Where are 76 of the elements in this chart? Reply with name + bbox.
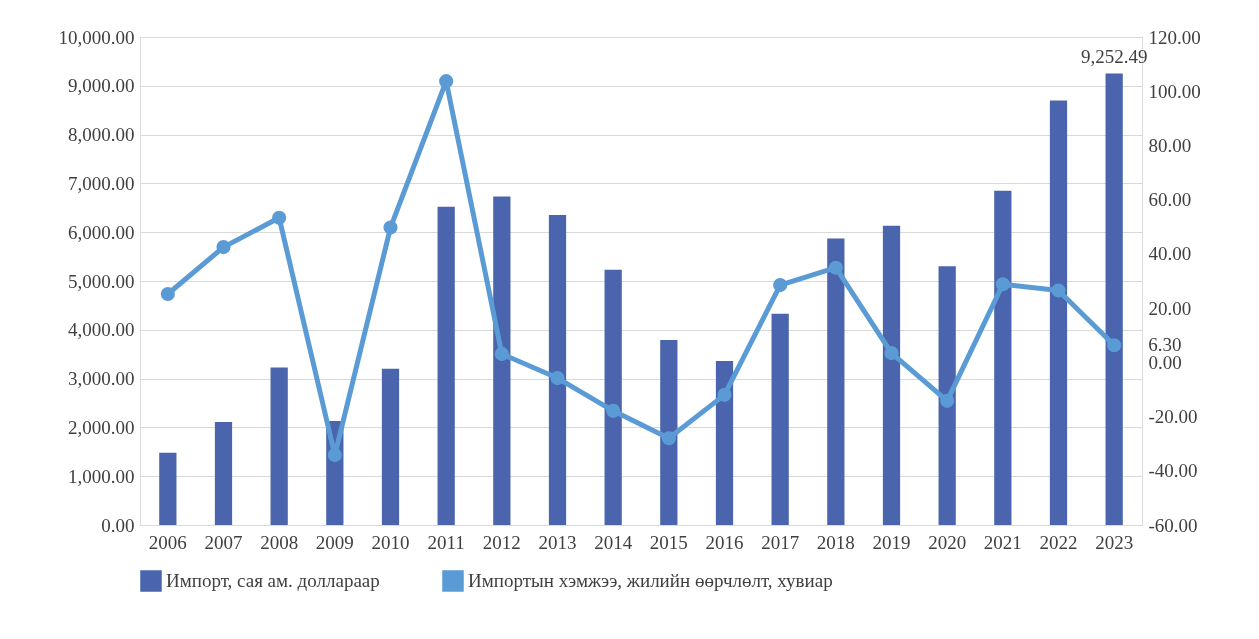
point [160, 286, 175, 302]
bar [771, 313, 789, 525]
legend-label: Импорт, сая ам. доллараар [166, 570, 380, 591]
point [661, 431, 676, 446]
point [1051, 283, 1066, 298]
bar [882, 225, 901, 525]
x-tick-label: 2006 [148, 531, 187, 553]
y-tick-label: 8,000.00 [68, 124, 135, 146]
bar [827, 238, 845, 525]
bar [214, 422, 233, 525]
point [494, 346, 509, 361]
y2-tick-label: -40.00 [1148, 460, 1198, 482]
bar [938, 266, 956, 525]
point [884, 346, 899, 361]
y-tick-label: 3,000.00 [68, 368, 135, 390]
x-tick-label: 2016 [705, 531, 744, 553]
data-label: 9,252.49 [1080, 46, 1148, 68]
bar [270, 367, 288, 525]
bar [437, 206, 455, 525]
bar [994, 190, 1012, 525]
x-tick-label: 2010 [371, 531, 410, 553]
bar [159, 452, 177, 525]
bar [660, 340, 678, 525]
point [940, 393, 955, 408]
point [717, 387, 732, 402]
y2-tick-label: 20.00 [1148, 297, 1192, 319]
x-tick-label: 2013 [538, 531, 577, 553]
x-tick-label: 2011 [427, 531, 465, 553]
y-tick-label: 4,000.00 [68, 319, 135, 341]
y-tick-label: 10,000.00 [58, 26, 135, 48]
y-tick-label: 7,000.00 [68, 172, 135, 194]
bar [604, 269, 622, 525]
bar [493, 196, 511, 525]
x-tick-label: 2021 [983, 531, 1022, 553]
y-tick-label: 1,000.00 [68, 465, 135, 487]
x-tick-label: 2022 [1039, 531, 1078, 553]
x-tick-label: 2014 [594, 531, 633, 553]
legend-label: Импортын хэмжээ, жилийн өөрчлөлт, хувиар [468, 570, 833, 591]
x-tick-label: 2012 [482, 531, 521, 553]
bar [381, 368, 400, 525]
x-tick-label: 2020 [928, 531, 967, 553]
point [606, 403, 621, 418]
y2-tick-label: 100.00 [1148, 80, 1201, 102]
bar [1105, 73, 1123, 525]
point [773, 278, 788, 293]
point [327, 448, 342, 463]
x-tick-label: 2018 [816, 531, 855, 553]
y-tick-label: 9,000.00 [68, 75, 135, 97]
y-tick-label: 0.00 [101, 514, 135, 536]
y2-tick-label: -60.00 [1148, 514, 1198, 536]
y-tick-label: 5,000.00 [68, 270, 135, 292]
x-tick-label: 2007 [204, 531, 243, 553]
y2-tick-label: 80.00 [1148, 134, 1192, 156]
bar [1049, 100, 1068, 525]
x-tick-label: 2015 [649, 531, 688, 553]
bar [715, 361, 734, 525]
point [995, 277, 1010, 292]
x-tick-label: 2019 [872, 531, 911, 553]
point [383, 220, 398, 235]
y-tick-label: 2,000.00 [68, 416, 135, 438]
point [216, 240, 231, 255]
y2-tick-label: 60.00 [1148, 189, 1192, 211]
y-tick-label: 6,000.00 [68, 221, 135, 243]
y2-tick-label: 40.00 [1148, 243, 1192, 265]
bar [548, 215, 567, 525]
x-tick-label: 2009 [315, 531, 354, 553]
y2-tick-label: 120.00 [1148, 26, 1201, 48]
point [439, 74, 454, 89]
point [828, 260, 843, 275]
point [1107, 338, 1122, 353]
y2-tick-label: -20.00 [1148, 406, 1198, 428]
x-tick-label: 2017 [761, 531, 800, 553]
point [272, 210, 287, 225]
x-tick-label: 2008 [260, 531, 299, 553]
point [550, 371, 565, 386]
x-tick-label: 2023 [1095, 531, 1134, 553]
